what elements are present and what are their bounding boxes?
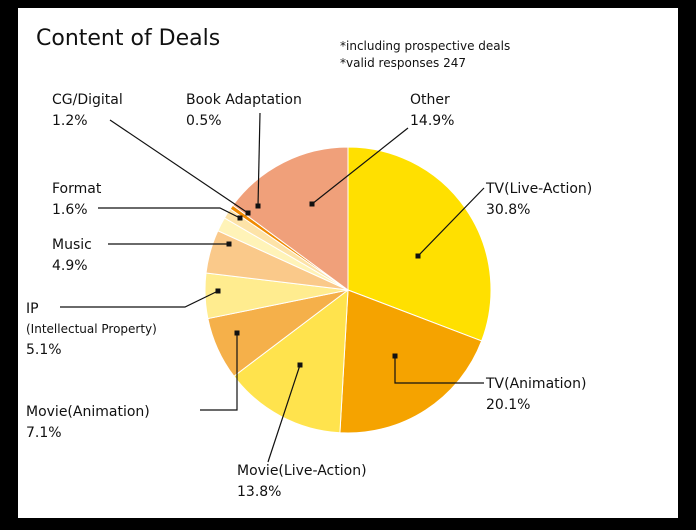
leader-line — [257, 112, 261, 207]
leader-dot — [234, 330, 240, 336]
value-label: 0.5% — [186, 113, 222, 129]
note: *valid responses 247 — [340, 56, 466, 70]
leader-line — [311, 127, 409, 205]
leader-dot — [245, 210, 251, 216]
value-label: 13.8% — [237, 484, 281, 500]
category-label: TV(Animation) — [485, 376, 586, 392]
value-label: 4.9% — [52, 258, 88, 274]
value-label: 1.6% — [52, 202, 88, 218]
leader-line — [200, 333, 238, 411]
leader-dot — [226, 241, 232, 247]
category-label: CG/Digital — [52, 92, 123, 108]
category-label: Movie(Animation) — [26, 404, 150, 420]
category-label: TV(Live-Action) — [485, 181, 592, 197]
value-label: 1.2% — [52, 113, 88, 129]
value-label: 20.1% — [486, 397, 530, 413]
note: *including prospective deals — [340, 39, 510, 53]
leader-dot — [237, 215, 243, 221]
value-label: 5.1% — [26, 342, 62, 358]
leader-dot — [392, 353, 398, 359]
category-label: Book Adaptation — [186, 92, 302, 108]
category-label: IP — [26, 301, 39, 317]
leader-dot — [297, 362, 303, 368]
leader-dot — [215, 288, 221, 294]
leader-line — [267, 364, 301, 463]
leader-line — [417, 187, 485, 257]
pie-slice — [232, 146, 349, 291]
leader-dot — [255, 203, 261, 209]
value-label: 7.1% — [26, 425, 62, 441]
chart-title: Content of Deals — [36, 26, 220, 51]
value-label: 14.9% — [410, 113, 454, 129]
category-note: (Intellectual Property) — [26, 322, 157, 336]
pie-slice — [347, 146, 492, 342]
category-label: Movie(Live-Action) — [237, 463, 367, 479]
category-label: Other — [410, 92, 450, 108]
value-label: 30.8% — [486, 202, 530, 218]
pie-slice — [339, 289, 483, 434]
leader-line — [394, 356, 484, 384]
leader-line — [98, 207, 241, 219]
leader-dot — [309, 201, 315, 207]
leader-line — [109, 119, 249, 214]
category-label: Format — [52, 181, 102, 197]
leader-line — [60, 290, 219, 308]
pie-slice — [233, 288, 349, 434]
leader-dot — [415, 253, 421, 259]
category-label: Music — [52, 237, 92, 253]
